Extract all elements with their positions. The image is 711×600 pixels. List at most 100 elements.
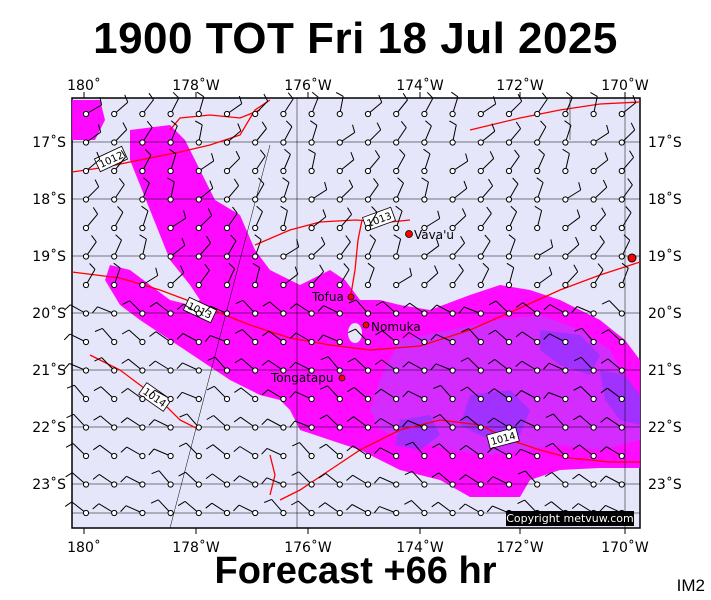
wind-barb	[562, 120, 572, 146]
wind-barb	[111, 177, 125, 203]
wind-barb	[320, 385, 343, 403]
wind-barb	[167, 148, 177, 175]
wind-barb	[235, 299, 259, 317]
wind-barb	[318, 502, 343, 517]
wind-barb	[92, 503, 118, 517]
wind-barb	[82, 151, 101, 175]
wind-barb	[234, 329, 259, 346]
wind-barb	[364, 94, 383, 118]
wind-barb	[195, 153, 215, 175]
wind-barb	[393, 267, 413, 289]
wind-barb	[206, 415, 231, 431]
wind-barb	[120, 475, 146, 488]
wind-barb	[430, 304, 456, 317]
wind-barb	[393, 177, 404, 203]
wind-barb	[261, 447, 287, 460]
place-tofua-marker	[347, 293, 355, 301]
wind-barb	[402, 420, 428, 431]
copyright-text: Copyright metvuw.com	[506, 512, 634, 525]
wind-barb	[600, 416, 625, 431]
wind-barb	[280, 177, 290, 203]
wind-barb	[252, 149, 266, 175]
wind-barb	[374, 388, 400, 403]
lon-label-bottom-178w: 178˚W	[172, 539, 220, 556]
wind-barb	[177, 500, 202, 517]
wind-barb	[289, 420, 315, 431]
wind-barb	[264, 498, 287, 517]
wind-barb	[431, 501, 456, 517]
wind-barb	[618, 95, 637, 118]
lat-labels-right: 17˚S 18˚S 19˚S 20˚S 21˚S 22˚S 23˚S	[648, 134, 682, 493]
wind-barb	[336, 235, 351, 260]
wind-barb	[347, 357, 372, 374]
wind-barb	[346, 504, 372, 517]
wind-barb	[430, 363, 456, 374]
wind-barb	[121, 387, 146, 403]
wind-barb	[543, 333, 569, 346]
wind-barb	[543, 304, 569, 317]
wind-barb	[375, 330, 400, 346]
lon-label-bottom-172w: 172˚W	[496, 539, 544, 556]
wind-barb	[252, 234, 262, 260]
wind-barb	[82, 97, 103, 118]
wind-barb	[364, 122, 382, 146]
wind-barb	[458, 503, 484, 517]
wind-barb	[139, 177, 150, 203]
wind-barb	[543, 362, 569, 374]
wind-barb	[430, 333, 456, 346]
wind-barb	[374, 506, 400, 517]
wind-barb	[139, 234, 147, 260]
wind-barb	[82, 179, 100, 203]
wind-barb	[449, 120, 457, 146]
wind-barb	[487, 358, 513, 374]
wind-barb	[289, 361, 315, 374]
wind-barb	[449, 91, 459, 118]
lat-label-left-17s: 17˚S	[32, 134, 66, 151]
wind-barb	[308, 209, 327, 232]
lon-label-bottom-180: 180˚	[67, 539, 101, 556]
wind-barb	[477, 151, 495, 175]
wind-barb	[374, 447, 400, 460]
wind-barb	[92, 473, 118, 488]
wind-barb	[252, 121, 267, 146]
wind-barb	[432, 414, 456, 431]
place-tongatapu-label: Tongatapu	[270, 371, 334, 385]
wind-barb	[432, 443, 456, 460]
wind-barb	[289, 303, 315, 317]
wind-barb	[405, 441, 428, 460]
wind-barb	[545, 442, 569, 460]
wind-barb	[458, 306, 484, 317]
wind-barb	[421, 237, 440, 260]
wind-barb	[393, 93, 408, 118]
wind-barb	[346, 474, 372, 488]
wind-barb	[149, 331, 174, 346]
wind-barb	[120, 417, 146, 431]
wind-barb	[573, 356, 597, 374]
wind-barb	[402, 361, 428, 374]
place-vavau-marker	[405, 230, 413, 238]
wind-barb	[515, 390, 541, 403]
wind-barb	[308, 181, 328, 203]
wind-barb	[64, 304, 90, 317]
wind-barb	[66, 384, 90, 403]
wind-barb	[63, 333, 90, 346]
lat-labels-left: 17˚S 18˚S 19˚S 20˚S 21˚S 22˚S 23˚S	[32, 134, 66, 493]
place-tofua-label: Tofua	[311, 290, 344, 304]
wind-barb	[572, 444, 597, 460]
wind-barb	[223, 150, 241, 175]
wind-barb	[139, 205, 149, 232]
wind-barb	[223, 123, 242, 146]
wind-barb	[562, 209, 581, 232]
wind-barb	[477, 262, 490, 289]
wind-barb	[139, 149, 152, 175]
wind-barb	[149, 301, 174, 317]
wind-barb	[449, 153, 469, 175]
wind-barb	[93, 444, 118, 460]
wind-barb	[111, 262, 121, 289]
wind-barb	[590, 179, 608, 203]
axis-ticks	[83, 92, 626, 534]
wind-barb	[195, 91, 205, 118]
wind-barb	[178, 471, 202, 488]
wind-barb	[151, 470, 174, 488]
wind-barb	[261, 389, 287, 403]
